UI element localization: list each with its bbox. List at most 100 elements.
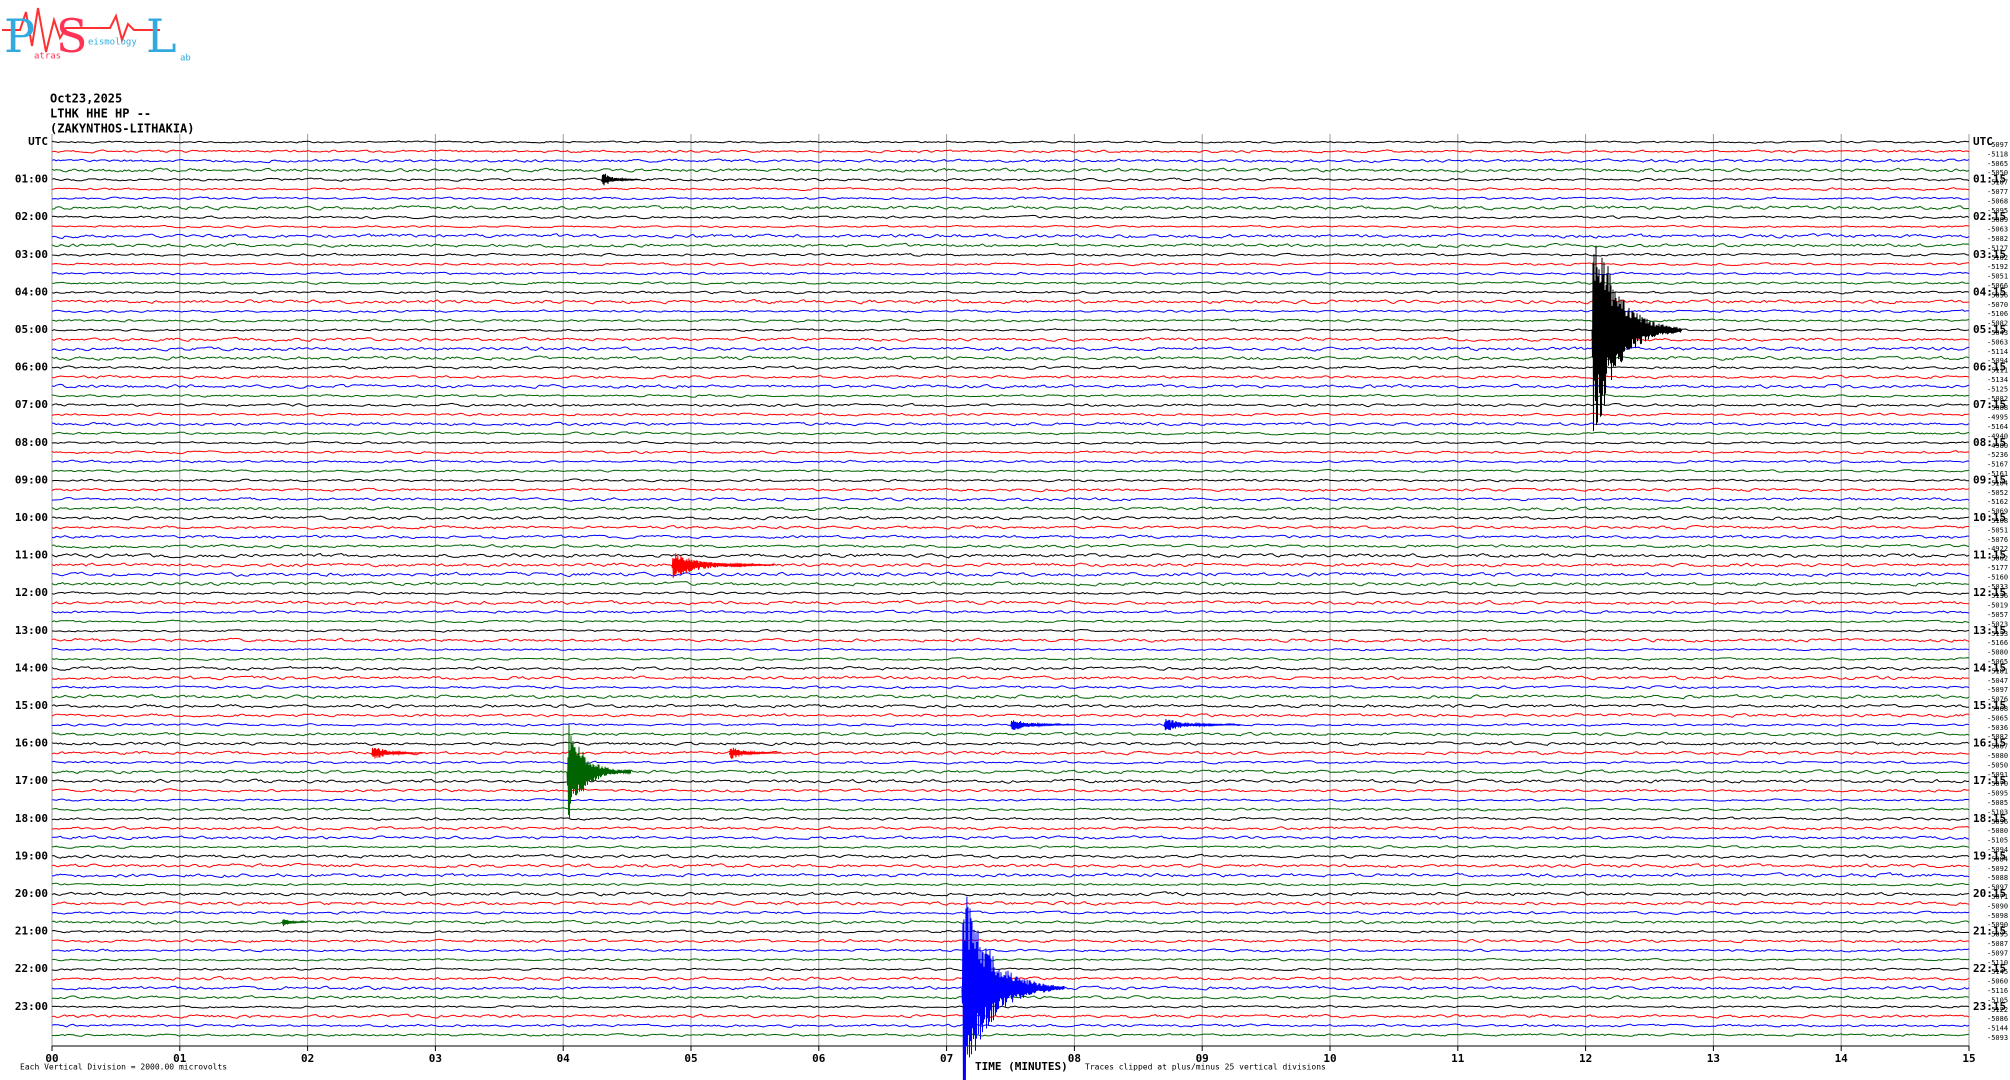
trace-offset: -5236: [1987, 451, 2008, 459]
hour-label: 22:00: [15, 962, 48, 975]
trace: [51, 459, 1970, 464]
trace-offset: -5166: [1987, 639, 2008, 647]
location: (ZAKYNTHOS-LITHAKIA): [50, 122, 195, 136]
trace-offset: -5065: [1987, 714, 2008, 722]
trace-offset: -5050: [1987, 169, 2008, 177]
hour-label: 18:00: [15, 812, 48, 825]
hour-label: 10:00: [15, 511, 48, 524]
hour-label-right: 01:15: [1973, 173, 2006, 186]
trace-offset: -5098: [1987, 912, 2008, 920]
trace-offset: -5090: [1987, 902, 2008, 910]
x-tick-label: 08: [1068, 1052, 1081, 1065]
trace: [51, 900, 1970, 906]
trace: [51, 562, 1970, 568]
trace-offset: -5063: [1987, 226, 2008, 234]
trace: [51, 515, 1970, 521]
trace: [52, 995, 1970, 1000]
trace-offset: -5161: [1987, 470, 2008, 478]
trace-offset: -5051: [1987, 526, 2008, 534]
trace: [51, 798, 1970, 802]
trace: [51, 760, 1970, 765]
hour-label-right: 23:15: [1973, 1000, 2006, 1013]
trace-offset: -5103: [1987, 808, 2008, 816]
trace: [51, 271, 1970, 276]
x-tick-label: 11: [1451, 1052, 1465, 1065]
trace: [51, 788, 1970, 793]
trace: [51, 299, 1970, 305]
trace: [51, 807, 1970, 812]
trace: [51, 393, 1970, 398]
trace: [51, 346, 1970, 352]
clip-note: Traces clipped at plus/minus 25 vertical…: [1085, 1063, 1326, 1072]
x-tick-label: 07: [940, 1052, 953, 1065]
trace: [51, 938, 1970, 944]
x-tick-label: 14: [1835, 1052, 1849, 1065]
trace: [51, 665, 1970, 671]
trace: [51, 647, 1970, 652]
trace: [51, 581, 1970, 587]
trace-offset: -5043: [1987, 329, 2008, 337]
hour-label: 14:00: [15, 661, 48, 674]
trace-offset: -5050: [1987, 761, 2008, 769]
trace-offset: -5062: [1987, 555, 2008, 563]
trace-offset: -5082: [1987, 320, 2008, 328]
trace: [51, 186, 1970, 191]
hour-label-right: 21:15: [1973, 925, 2006, 938]
hour-label: 09:00: [15, 473, 48, 486]
hour-label-right: 04:15: [1973, 285, 2006, 298]
trace: [51, 929, 1970, 934]
trace: [51, 374, 1970, 380]
trace: [51, 599, 1970, 606]
x-tick-label: 13: [1707, 1052, 1720, 1065]
trace-offset: -5167: [1987, 461, 2008, 469]
trace-offset: -5134: [1987, 376, 2008, 384]
x-tick-label: 09: [1196, 1052, 1209, 1065]
hour-label: 05:00: [15, 323, 48, 336]
trace: [51, 177, 1970, 182]
x-tick-label: 01: [173, 1052, 187, 1065]
hour-label-right: 19:15: [1973, 849, 2006, 862]
x-tick-label: 12: [1579, 1052, 1592, 1065]
trace: [51, 281, 1970, 286]
date: Oct23,2025: [50, 92, 122, 106]
trace-offset: -5116: [1987, 987, 2008, 995]
trace-offset: -5118: [1987, 150, 2008, 158]
event: [371, 747, 423, 759]
trace: [52, 318, 1970, 323]
trace-offset: -5057: [1987, 611, 2008, 619]
event: [566, 724, 632, 820]
logo-word: atras: [34, 52, 61, 62]
trace: [51, 703, 1970, 709]
trace-offset: -5105: [1987, 837, 2008, 845]
hour-label-right: 06:15: [1973, 361, 2006, 374]
trace-offset: -5082: [1987, 395, 2008, 403]
trace-offset: -5136: [1987, 592, 2008, 600]
trace: [51, 365, 1970, 370]
trace-offset: -5122: [1987, 1006, 2008, 1014]
trace-offset: -5096: [1987, 818, 2008, 826]
trace-offset: -5066: [1987, 282, 2008, 290]
logo-letter: P: [4, 9, 35, 63]
trace-offset: -5094: [1987, 846, 2008, 854]
x-tick-label: 06: [812, 1052, 826, 1065]
trace: [51, 741, 1970, 747]
trace-offset: -5164: [1987, 423, 2008, 431]
trace: [51, 543, 1970, 549]
trace-offset: -5088: [1987, 404, 2008, 412]
event: [281, 919, 308, 927]
trace-offset: -5095: [1987, 931, 2008, 939]
hour-label: 13:00: [15, 624, 48, 637]
trace-offset: -5094: [1987, 357, 2008, 365]
trace: [51, 816, 1970, 822]
hour-label: UTC: [28, 135, 48, 148]
trace-offset: -5097: [1987, 141, 2008, 149]
hour-label: 08:00: [15, 436, 48, 449]
trace-offset: -5080: [1987, 752, 2008, 760]
trace: [51, 825, 1970, 831]
trace-offset: -5088: [1987, 874, 2008, 882]
trace-offset: -5125: [1987, 385, 2008, 393]
trace: [51, 140, 1970, 144]
trace: [51, 383, 1970, 390]
x-tick-label: 10: [1323, 1052, 1336, 1065]
